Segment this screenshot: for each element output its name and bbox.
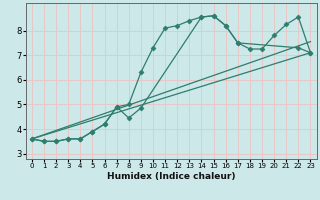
X-axis label: Humidex (Indice chaleur): Humidex (Indice chaleur): [107, 172, 236, 181]
